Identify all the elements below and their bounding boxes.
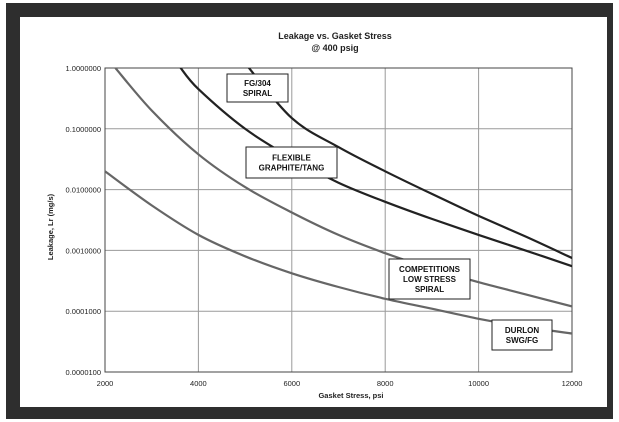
series-lines <box>105 68 572 335</box>
callout-box <box>226 73 289 103</box>
series-label: GRAPHITE/TANG <box>259 164 325 173</box>
series-label: LOW STRESS <box>403 275 457 284</box>
series-label: SPIRAL <box>415 285 444 294</box>
x-tick-label: 12000 <box>562 379 583 388</box>
series-label: FLEXIBLE <box>272 154 311 163</box>
tick-labels: 2000 4000 6000 8000 10000 12000 1.0000000 0.100… <box>66 64 583 388</box>
series-label: COMPETITIONS <box>399 265 461 274</box>
chart-subtitle: @ 400 psig <box>311 43 358 53</box>
x-tick-label: 4000 <box>190 379 207 388</box>
callout-box <box>491 319 553 351</box>
y-tick-label: 1.0000000 <box>66 64 101 73</box>
y-tick-label: 0.0001000 <box>66 307 101 316</box>
y-tick-label: 0.0100000 <box>66 186 101 195</box>
series-line <box>113 68 572 308</box>
series-callouts: FG/304SPIRALFLEXIBLEGRAPHITE/TANGCOMPETI… <box>226 73 553 351</box>
chart-frame: Leakage vs. Gasket Stress @ 400 psig 200… <box>6 3 613 419</box>
y-tick-label: 0.1000000 <box>66 125 101 134</box>
x-tick-label: 6000 <box>283 379 300 388</box>
y-tick-label: 0.0010000 <box>66 246 101 255</box>
plot-area <box>104 67 573 373</box>
series-label: SPIRAL <box>243 89 272 98</box>
line-chart: Leakage vs. Gasket Stress @ 400 psig 200… <box>46 31 583 400</box>
x-tick-label: 2000 <box>97 379 114 388</box>
x-tick-label: 10000 <box>468 379 489 388</box>
x-axis-title: Gasket Stress, psi <box>318 391 383 400</box>
chart-panel: Leakage vs. Gasket Stress @ 400 psig 200… <box>20 17 607 407</box>
series-label: DURLON <box>505 326 539 335</box>
x-tick-label: 8000 <box>377 379 394 388</box>
series-line <box>247 68 572 260</box>
callout-box <box>245 146 338 179</box>
series-label: SWG/FG <box>506 336 538 345</box>
series-line <box>105 170 572 335</box>
callout-box <box>388 258 471 300</box>
chart-title: Leakage vs. Gasket Stress <box>278 31 392 41</box>
series-line <box>179 68 572 268</box>
y-axis-title: Leakage, Lr (mg/s) <box>46 193 55 260</box>
series-label: FG/304 <box>244 79 271 88</box>
y-tick-label: 0.0000100 <box>66 368 101 377</box>
